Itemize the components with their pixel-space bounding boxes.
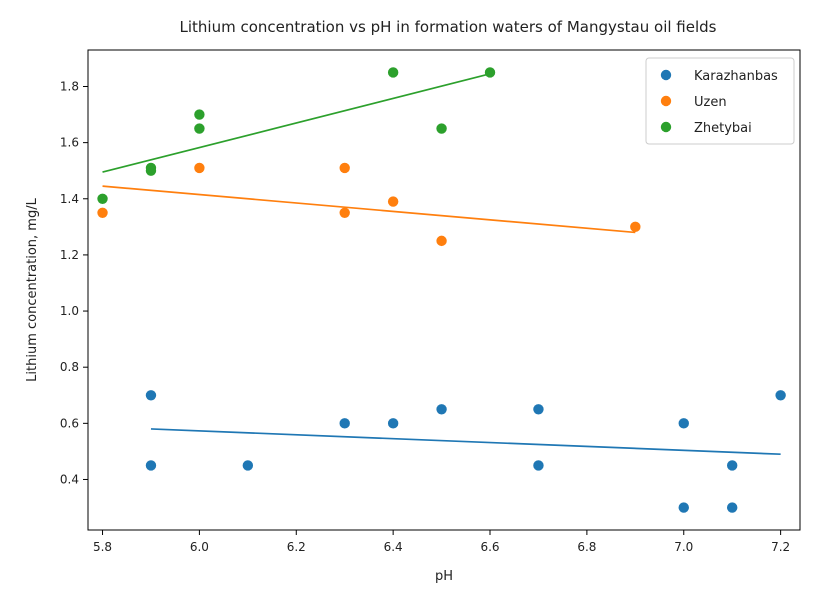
x-tick-label: 6.4 xyxy=(384,540,403,554)
legend: Karazhanbas Uzen Zhetybai xyxy=(645,57,795,145)
x-tick-label: 6.8 xyxy=(577,540,596,554)
legend-box xyxy=(645,57,795,145)
data-point xyxy=(436,235,447,247)
y-tick-label: 1.4 xyxy=(60,192,79,206)
data-point xyxy=(436,123,447,134)
x-tick-label: 6.6 xyxy=(480,540,499,554)
data-point xyxy=(533,460,544,471)
data-point xyxy=(387,418,399,429)
y-tick-label: 1.6 xyxy=(60,136,79,150)
data-point xyxy=(145,165,157,176)
y-tick-label: 1.0 xyxy=(60,304,79,318)
y-tick-label: 0.4 xyxy=(60,472,79,486)
data-point xyxy=(339,207,350,219)
data-point xyxy=(436,404,447,415)
x-tick-label: 7.2 xyxy=(771,540,790,554)
x-tick-label: 6.0 xyxy=(190,540,209,554)
data-point xyxy=(194,123,205,134)
data-point xyxy=(484,67,496,78)
y-tick-label: 1.8 xyxy=(60,79,79,93)
y-tick-label: 1.2 xyxy=(60,248,79,262)
data-point xyxy=(775,390,786,401)
x-tick-label: 7.0 xyxy=(674,540,693,554)
data-point xyxy=(194,109,205,120)
data-point xyxy=(97,193,108,204)
series-layer xyxy=(97,67,786,513)
x-tick-label: 5.8 xyxy=(93,540,112,554)
data-point xyxy=(339,162,350,174)
y-axis-label: Lithium concentration, mg/L xyxy=(25,197,40,381)
data-point xyxy=(145,460,157,471)
data-point xyxy=(97,207,108,219)
trend-line-karazhanbas xyxy=(150,428,781,456)
x-axis: 5.8 6.0 6.2 6.4 6.6 6.8 7.0 7.2 xyxy=(93,530,790,554)
legend-marker xyxy=(660,95,672,107)
y-tick-label: 0.6 xyxy=(60,416,79,430)
y-axis: 0.4 0.6 0.8 1.0 1.2 1.4 1.6 1.8 xyxy=(60,79,88,486)
data-point xyxy=(678,418,689,429)
x-tick-label: 6.2 xyxy=(287,540,306,554)
legend-marker xyxy=(660,69,672,81)
data-point xyxy=(726,460,738,471)
data-point xyxy=(339,418,350,429)
x-axis-label: pH xyxy=(435,569,453,584)
data-point xyxy=(630,221,641,233)
series-zhetybai xyxy=(97,67,496,204)
legend-label: Zhetybai xyxy=(694,121,752,136)
data-point xyxy=(194,162,205,174)
data-point xyxy=(387,67,399,78)
trend-line-zhetybai xyxy=(102,73,491,173)
chart-title: Lithium concentration vs pH in formation… xyxy=(180,18,717,36)
series-uzen xyxy=(97,162,641,247)
legend-label: Uzen xyxy=(694,95,727,110)
legend-marker xyxy=(660,121,672,133)
data-point xyxy=(678,502,689,513)
data-point xyxy=(145,390,157,401)
data-point xyxy=(242,460,254,471)
y-tick-label: 0.8 xyxy=(60,360,79,374)
legend-label: Karazhanbas xyxy=(694,69,778,84)
data-point xyxy=(533,404,544,415)
series-karazhanbas xyxy=(145,390,786,513)
data-point xyxy=(726,502,738,513)
trend-line-uzen xyxy=(102,185,636,234)
data-point xyxy=(387,196,399,207)
plot-area xyxy=(87,49,801,531)
